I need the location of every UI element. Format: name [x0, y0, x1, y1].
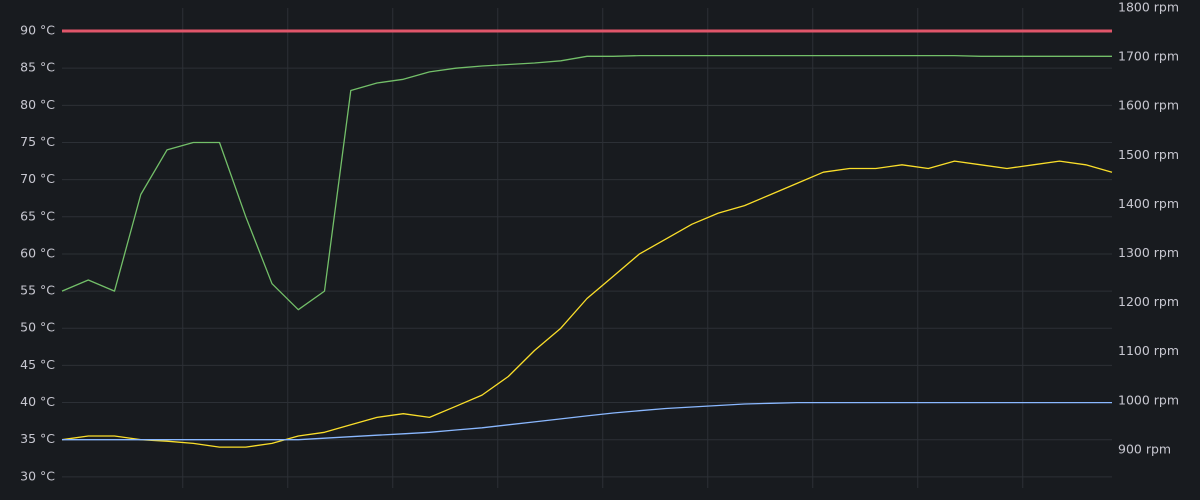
- y2-tick-label: 1000 rpm: [1118, 392, 1179, 407]
- y-tick-label: 60 °C: [20, 245, 55, 260]
- y-tick-label: 55 °C: [20, 283, 55, 298]
- y-tick-label: 85 °C: [20, 60, 55, 75]
- y-tick-label: 90 °C: [20, 23, 55, 38]
- y-tick-label: 80 °C: [20, 97, 55, 112]
- y-tick-label: 40 °C: [20, 394, 55, 409]
- y2-tick-label: 1500 rpm: [1118, 147, 1179, 162]
- y2-tick-label: 1600 rpm: [1118, 98, 1179, 113]
- y2-tick-label: 1800 rpm: [1118, 0, 1179, 15]
- y2-tick-label: 1400 rpm: [1118, 196, 1179, 211]
- y-tick-label: 30 °C: [20, 468, 55, 483]
- series-line: [61, 54, 1112, 311]
- y-tick-label: 35 °C: [20, 431, 55, 446]
- y-tick-label: 50 °C: [20, 320, 55, 335]
- y2-tick-label: 1200 rpm: [1118, 294, 1179, 309]
- series-line: [62, 401, 1112, 441]
- series-line: [61, 160, 1113, 448]
- y-tick-label: 70 °C: [20, 171, 55, 186]
- y2-tick-label: 1700 rpm: [1118, 49, 1179, 64]
- y2-tick-label: 1100 rpm: [1118, 343, 1179, 358]
- y-tick-label: 65 °C: [20, 208, 55, 223]
- y2-tick-label: 900 rpm: [1118, 441, 1171, 456]
- y2-tick-label: 1300 rpm: [1118, 245, 1179, 260]
- y-tick-label: 45 °C: [20, 357, 55, 372]
- y-tick-label: 75 °C: [20, 134, 55, 149]
